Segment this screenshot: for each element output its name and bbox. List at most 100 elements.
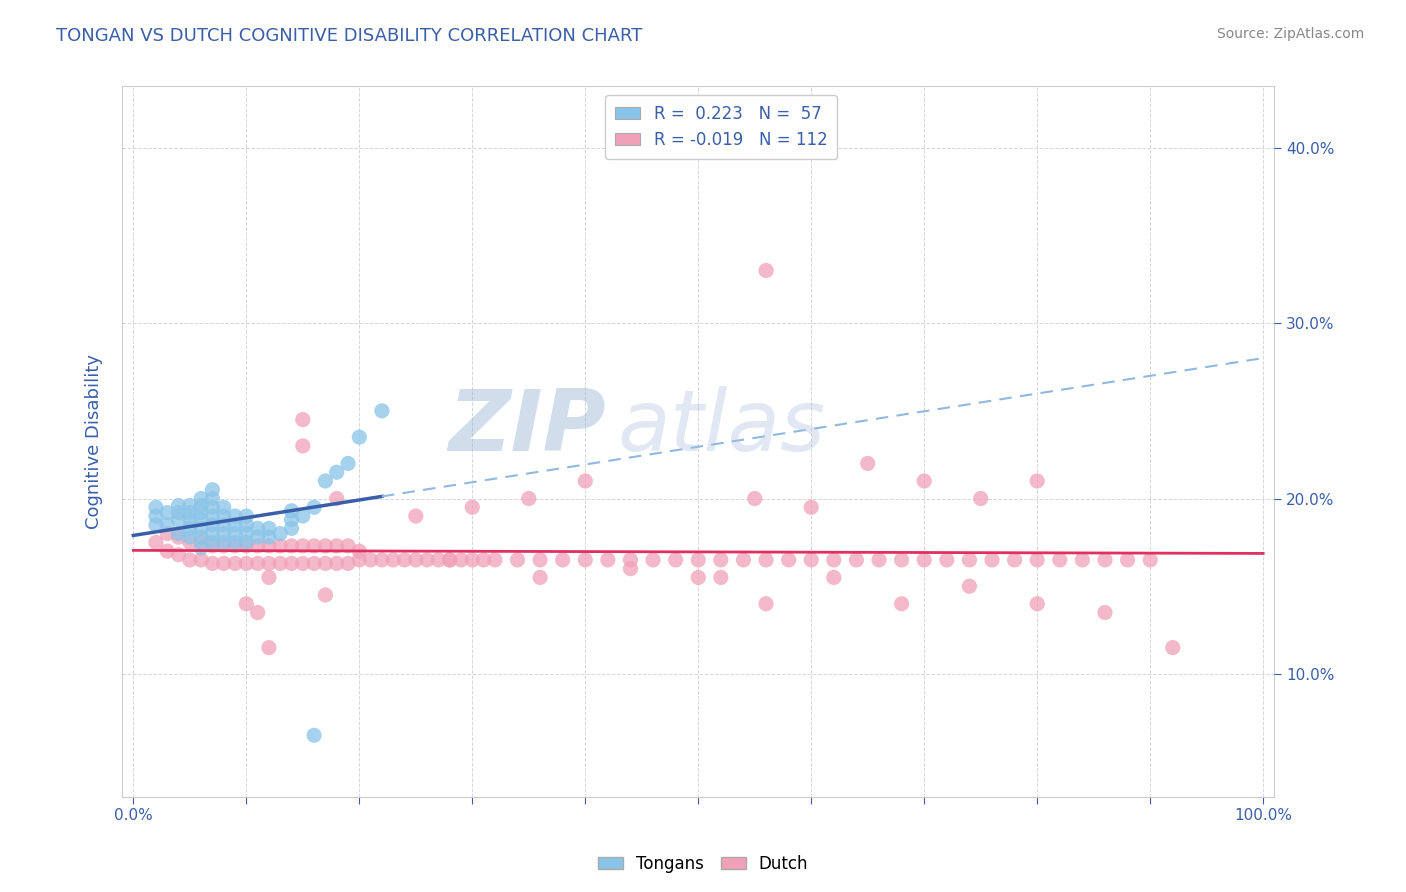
Point (179, 553, 201, 567)
Point (755, 263, 778, 277)
Point (970, 491, 993, 506)
Point (302, 539, 325, 553)
Point (325, 557, 347, 571)
Point (269, 526, 291, 541)
Point (890, 597, 912, 611)
Point (201, 557, 224, 571)
Point (517, 491, 540, 506)
Point (224, 509, 246, 524)
Point (167, 506, 190, 520)
Point (212, 535, 235, 549)
Point (506, 553, 529, 567)
Point (201, 491, 224, 506)
Point (280, 539, 302, 553)
Point (912, 474, 935, 488)
Point (349, 553, 371, 567)
Point (1116, 553, 1139, 567)
Point (224, 535, 246, 549)
Point (167, 548, 190, 562)
Point (235, 526, 257, 541)
Text: atlas: atlas (617, 386, 825, 469)
Point (405, 553, 427, 567)
Point (201, 500, 224, 515)
Point (179, 535, 201, 549)
Text: TONGAN VS DUTCH COGNITIVE DISABILITY CORRELATION CHART: TONGAN VS DUTCH COGNITIVE DISABILITY COR… (56, 27, 643, 45)
Point (179, 499, 201, 513)
Point (619, 553, 641, 567)
Point (574, 553, 596, 567)
Point (957, 553, 980, 567)
Point (302, 500, 325, 515)
Point (325, 491, 347, 506)
Point (235, 517, 257, 532)
Point (416, 553, 439, 567)
Point (257, 570, 280, 584)
Point (688, 553, 710, 567)
Point (224, 526, 246, 541)
Point (257, 557, 280, 571)
Legend: Tongans, Dutch: Tongans, Dutch (591, 848, 815, 880)
Point (755, 597, 778, 611)
Point (302, 557, 325, 571)
Point (190, 553, 212, 567)
Point (912, 553, 935, 567)
Point (201, 517, 224, 532)
Point (461, 500, 484, 515)
Point (360, 553, 382, 567)
Point (461, 553, 484, 567)
Point (156, 526, 179, 541)
Point (190, 535, 212, 549)
Point (778, 553, 800, 567)
Point (179, 512, 201, 526)
Point (190, 491, 212, 506)
Point (1049, 553, 1071, 567)
Point (190, 521, 212, 535)
Point (619, 562, 641, 576)
Point (269, 557, 291, 571)
Point (596, 553, 619, 567)
Point (156, 544, 179, 558)
Point (529, 553, 551, 567)
Point (439, 553, 461, 567)
Point (314, 474, 336, 488)
Point (190, 499, 212, 513)
Point (190, 512, 212, 526)
Point (574, 474, 596, 488)
Point (427, 553, 450, 567)
Point (314, 539, 336, 553)
Point (1004, 553, 1026, 567)
Point (291, 439, 314, 453)
Point (325, 539, 347, 553)
Point (302, 728, 325, 742)
Point (212, 517, 235, 532)
Point (167, 530, 190, 544)
Point (641, 553, 664, 567)
Point (235, 557, 257, 571)
Point (439, 553, 461, 567)
Point (201, 483, 224, 497)
Point (190, 541, 212, 555)
Point (280, 512, 302, 526)
Point (156, 506, 179, 520)
Point (733, 553, 755, 567)
Point (257, 530, 280, 544)
Point (349, 430, 371, 444)
Point (371, 553, 394, 567)
Point (450, 553, 472, 567)
Point (145, 517, 167, 532)
Text: ZIP: ZIP (449, 386, 606, 469)
Point (145, 535, 167, 549)
Point (280, 521, 302, 535)
Point (246, 521, 269, 535)
Point (688, 570, 710, 584)
Text: Source: ZipAtlas.com: Source: ZipAtlas.com (1216, 27, 1364, 41)
Point (167, 512, 190, 526)
Point (890, 553, 912, 567)
Point (212, 500, 235, 515)
Point (269, 539, 291, 553)
Point (212, 557, 235, 571)
Point (291, 557, 314, 571)
Point (314, 588, 336, 602)
Point (823, 570, 845, 584)
Point (371, 404, 394, 418)
